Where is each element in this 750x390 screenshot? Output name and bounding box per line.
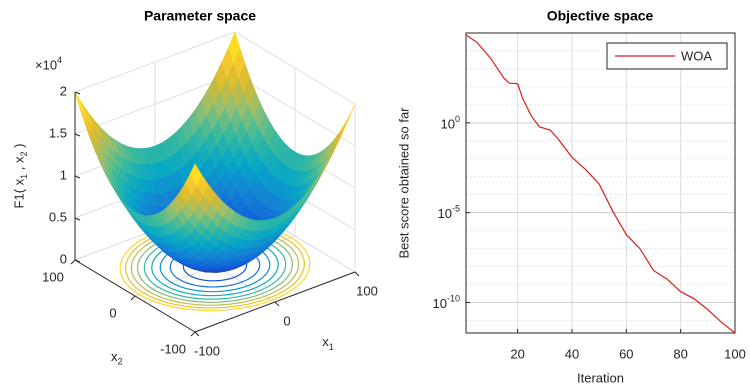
y-tick-label: 100: [42, 269, 64, 284]
tick-mark: [74, 91, 81, 95]
tick-mark: [70, 259, 76, 265]
tick-mark: [74, 217, 81, 221]
surface: [74, 31, 356, 273]
y-tick-label: 0: [109, 305, 116, 320]
x-tick-label: 80: [673, 346, 687, 361]
x-tick-label: 100: [724, 346, 746, 361]
x-axis-label: x1: [322, 334, 334, 352]
x-tick-label: 60: [619, 346, 633, 361]
z-tick-label: 2: [60, 83, 67, 98]
z-tick-label: 1: [60, 167, 67, 182]
tick-mark: [190, 331, 196, 337]
y-axis-label: x2: [111, 349, 123, 367]
legend-label: WOA: [681, 48, 712, 63]
surface-patch: [189, 163, 203, 186]
z-tick-label: 0.5: [49, 209, 67, 224]
x-tick-label: 40: [565, 346, 579, 361]
x-tick-label: 0: [283, 313, 290, 328]
z-tick-label: 1.5: [49, 125, 67, 140]
tick-mark: [354, 271, 360, 277]
tick-mark: [74, 133, 81, 137]
chart-title: Parameter space: [144, 8, 256, 24]
z-axis-label: F1( x1 , x2 ): [11, 144, 29, 209]
tick-mark: [74, 175, 81, 179]
tick-mark: [274, 301, 280, 307]
grid-line: [74, 73, 236, 135]
x-tick-label: 20: [510, 346, 524, 361]
z-exponent: ×104: [35, 55, 62, 72]
x-tick-label: -100: [194, 343, 220, 358]
tick-mark: [130, 295, 136, 301]
tick-mark: [194, 331, 200, 337]
grid-line: [74, 31, 236, 93]
z-tick-label: 0: [60, 251, 67, 266]
x-axis-label: Iteration: [577, 370, 624, 385]
y-tick-label: -100: [160, 341, 186, 356]
line: [465, 34, 736, 334]
plot-box: [465, 32, 736, 334]
grid-line: [234, 31, 356, 105]
grid-line: [234, 73, 356, 147]
chart-title: Objective space: [547, 8, 654, 24]
x-tick-label: 100: [356, 283, 378, 298]
y-axis-label: Best score obtained so far: [396, 107, 411, 259]
